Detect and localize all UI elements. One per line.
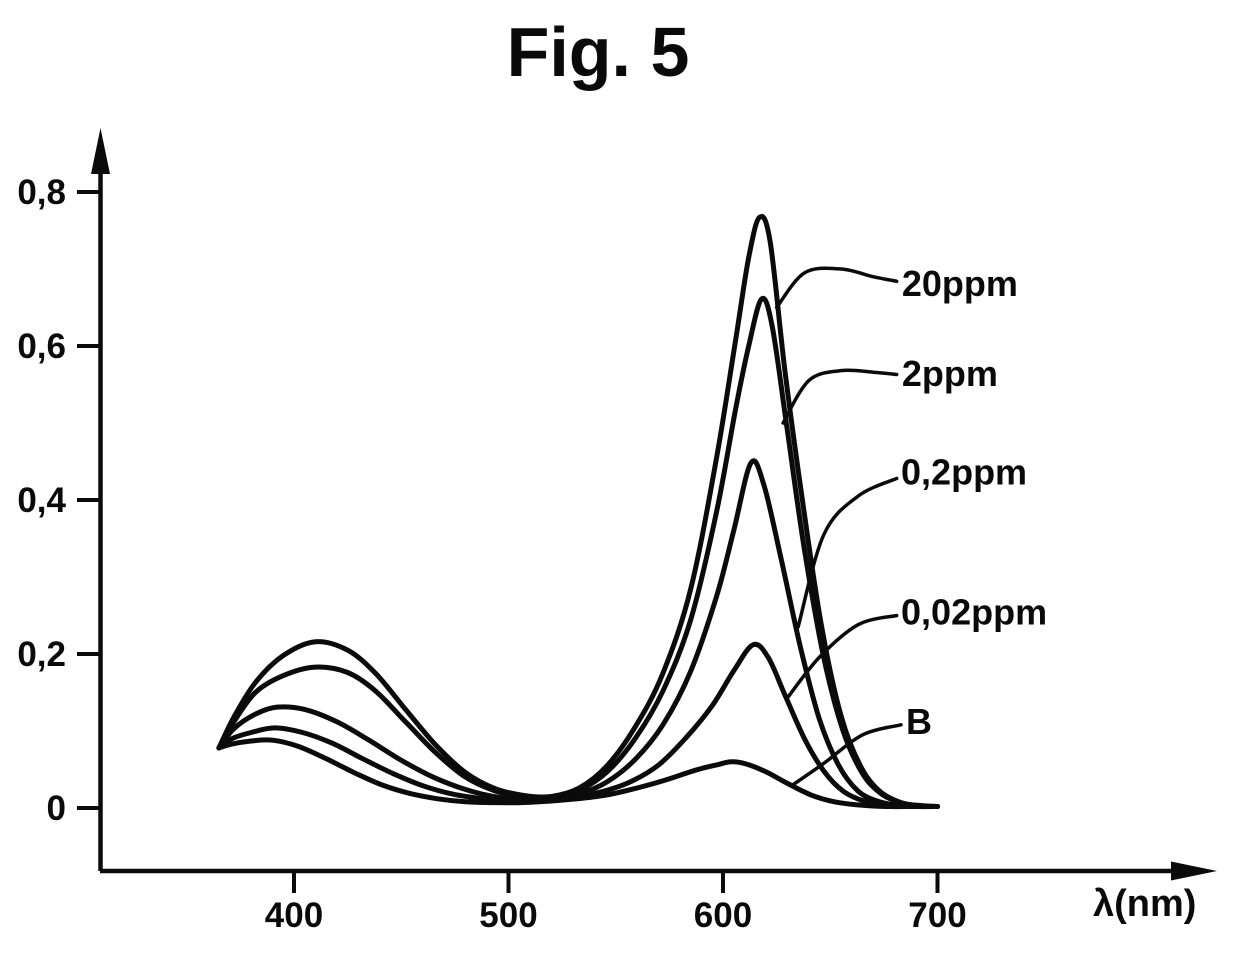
- y-tick-label-0_6: 0,6: [17, 327, 66, 366]
- series-annotations: 20ppm 2ppm 0,2ppm 0,02ppm B: [774, 263, 1047, 788]
- y-tick-label-0_8: 0,8: [17, 173, 66, 212]
- leader-line-0_2ppm: [796, 476, 899, 629]
- series-label-0_02ppm: 0,02ppm: [901, 592, 1047, 633]
- x-axis-label: λ(nm): [1093, 883, 1196, 925]
- curve-B: [216, 737, 940, 810]
- leader-line-B: [789, 723, 903, 788]
- x-axis-arrowhead-icon: [1171, 861, 1217, 881]
- annotation-0_02ppm: 0,02ppm: [785, 592, 1047, 700]
- x-tick-label-400: 400: [265, 896, 323, 935]
- figure-title: Fig. 5: [507, 13, 690, 91]
- annotation-B: B: [789, 701, 932, 788]
- curve-0_02ppm: [216, 641, 940, 810]
- x-tick-label-500: 500: [479, 896, 537, 935]
- series-label-20ppm: 20ppm: [902, 263, 1018, 304]
- leader-line-0_02ppm: [785, 613, 899, 700]
- leader-line-2ppm: [781, 368, 899, 425]
- axes: 400 500 600 700 0,8 0,6 0,4 0,2 0: [17, 128, 1217, 935]
- curve-20ppm: [216, 214, 940, 809]
- x-tick-label-700: 700: [908, 896, 966, 935]
- x-tick-label-600: 600: [694, 896, 752, 935]
- y-tick-label-0: 0: [47, 789, 66, 828]
- series-label-2ppm: 2ppm: [902, 353, 998, 394]
- curves: [216, 214, 940, 810]
- y-tick-label-0_4: 0,4: [17, 481, 66, 520]
- series-label-B: B: [906, 701, 932, 742]
- annotation-0_2ppm: 0,2ppm: [796, 452, 1027, 629]
- series-label-0_2ppm: 0,2ppm: [901, 452, 1027, 493]
- annotation-2ppm: 2ppm: [781, 353, 998, 425]
- curve-0_2ppm: [216, 458, 940, 809]
- leader-line-20ppm: [774, 266, 899, 310]
- curve-2ppm: [216, 295, 940, 809]
- y-axis-arrowhead-icon: [91, 128, 110, 174]
- annotation-20ppm: 20ppm: [774, 263, 1018, 310]
- y-tick-label-0_2: 0,2: [17, 635, 66, 674]
